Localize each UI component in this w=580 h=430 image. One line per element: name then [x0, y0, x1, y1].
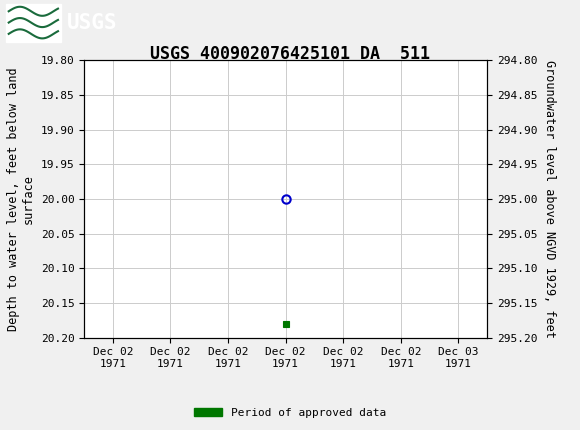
Text: USGS 400902076425101 DA  511: USGS 400902076425101 DA 511	[150, 45, 430, 63]
Legend: Period of approved data: Period of approved data	[190, 403, 390, 422]
Bar	[6, 3, 61, 42]
Text: USGS: USGS	[67, 12, 117, 33]
Y-axis label: Groundwater level above NGVD 1929, feet: Groundwater level above NGVD 1929, feet	[543, 60, 556, 338]
Y-axis label: Depth to water level, feet below land
surface: Depth to water level, feet below land su…	[7, 67, 35, 331]
